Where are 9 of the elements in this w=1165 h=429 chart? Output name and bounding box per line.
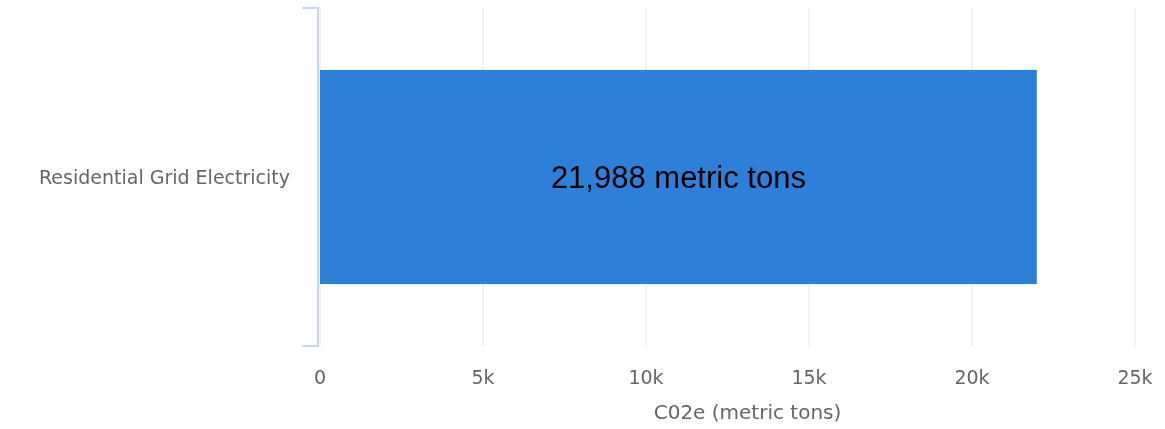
x-tick-label: 25k (1117, 366, 1153, 388)
x-axis-title: C02e (metric tons) (653, 400, 842, 424)
x-tick-label: 0 (313, 366, 327, 388)
x-tick-label: 5k (471, 366, 495, 388)
x-tick-label: 20k (954, 366, 990, 388)
x-tick-label: 15k (791, 366, 827, 388)
y-tick-label: Residential Grid Electricity (39, 165, 290, 188)
x-tick-label: 10k (628, 366, 664, 388)
data-label: 21,988 metric tons (550, 159, 806, 195)
